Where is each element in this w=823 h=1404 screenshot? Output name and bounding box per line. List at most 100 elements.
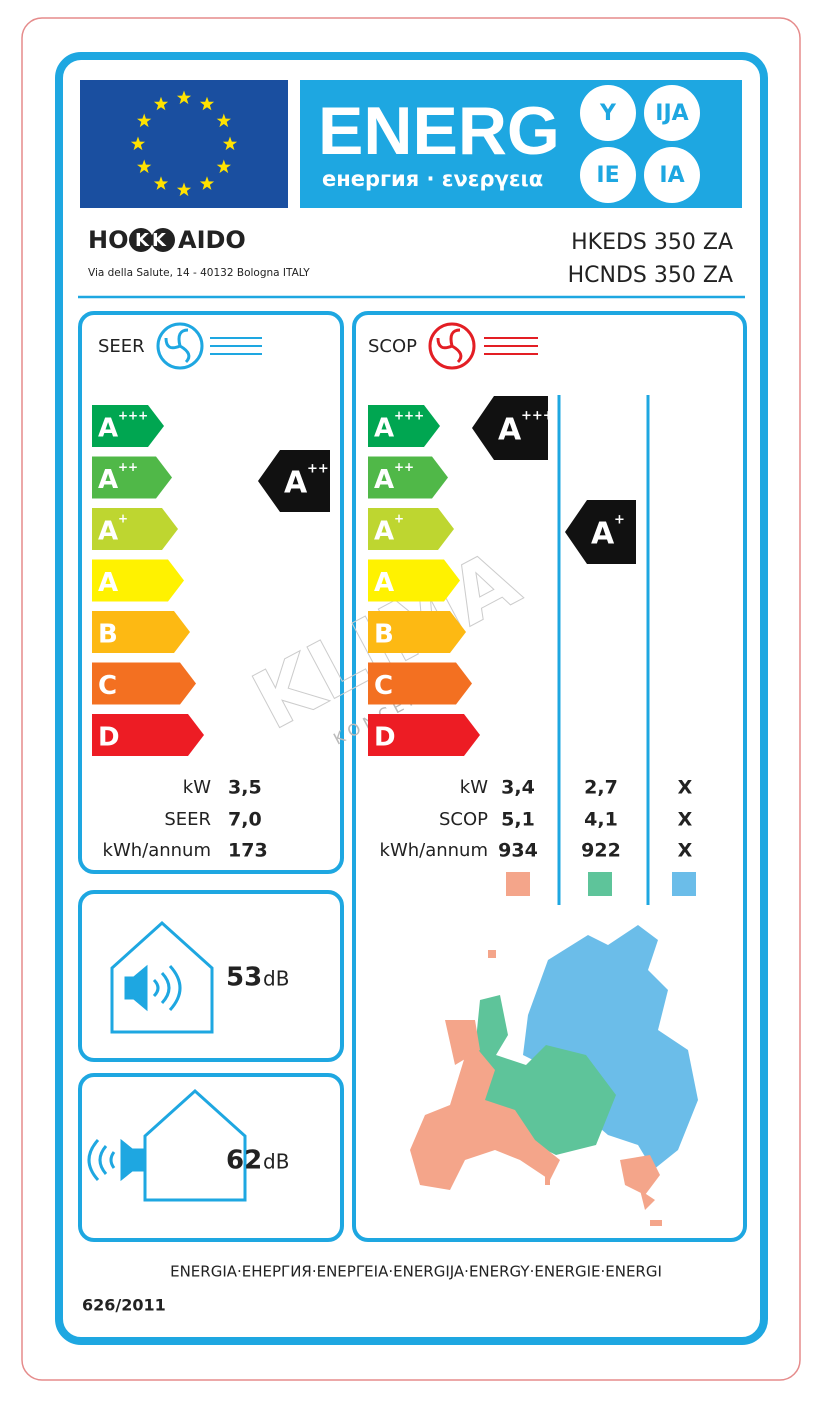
regulation: 626/2011 <box>82 1296 166 1315</box>
rating-arrow <box>472 396 548 460</box>
class-arrow <box>92 611 190 653</box>
brand-dot <box>151 228 175 252</box>
shape <box>436 328 463 364</box>
star <box>199 176 215 190</box>
suffix-circle <box>580 147 636 203</box>
class-plus: +++ <box>394 409 424 423</box>
class-arrow <box>92 456 172 499</box>
star <box>153 176 169 190</box>
star <box>176 90 192 105</box>
class-plus: + <box>394 512 404 526</box>
fan-cool <box>156 322 262 370</box>
row-value: X <box>678 809 693 831</box>
row-label: kW <box>183 777 211 798</box>
star <box>216 113 231 128</box>
class-letter: C <box>98 671 117 701</box>
row-label: kW <box>460 777 488 798</box>
row-value: X <box>678 840 693 862</box>
shape <box>620 1155 662 1226</box>
noise-unit: dB <box>263 967 289 991</box>
rating-arrow <box>258 450 330 512</box>
rating-plus: +++ <box>521 409 554 424</box>
class-letter: B <box>374 620 394 650</box>
row-value: 7,0 <box>228 809 262 831</box>
class-arrow <box>92 508 178 550</box>
row-value: 3,5 <box>228 777 262 799</box>
brand: KK <box>135 230 169 251</box>
heating-label: SCOP <box>368 336 417 357</box>
suffix: Y <box>599 101 617 126</box>
noise-icon <box>87 1088 247 1202</box>
noise-icon <box>110 920 214 1034</box>
shape <box>110 920 214 1034</box>
row-value: 922 <box>581 840 621 862</box>
row-value: 4,1 <box>584 809 618 831</box>
class-letter: A <box>98 517 118 547</box>
shape <box>143 1088 247 1202</box>
class-letter: A <box>374 414 394 444</box>
class-letter: D <box>98 723 120 753</box>
stars <box>130 90 238 197</box>
shape <box>484 337 538 355</box>
suffix-circle <box>580 85 636 141</box>
suffix: IJA <box>655 101 688 126</box>
row-value: 934 <box>498 840 538 862</box>
shape <box>124 964 148 1012</box>
star <box>137 113 152 128</box>
star <box>222 136 238 151</box>
climate-warmer <box>506 872 530 896</box>
noise-unit: dB <box>263 1150 289 1174</box>
shape <box>120 1138 144 1182</box>
row-value: 2,7 <box>584 777 618 799</box>
cooling-label: SEER <box>98 336 145 357</box>
star <box>153 96 169 111</box>
brand: HO <box>88 226 129 254</box>
class-letter: A <box>98 414 118 444</box>
class-arrow <box>368 405 440 447</box>
class-plus: +++ <box>118 409 148 423</box>
class-arrow <box>92 662 196 705</box>
climate-average <box>588 872 612 896</box>
europe-map <box>410 925 698 1226</box>
class-arrow <box>368 714 480 756</box>
class-letter: A <box>374 465 394 495</box>
row-value: 3,4 <box>501 777 535 799</box>
shape <box>152 964 182 1012</box>
star <box>176 182 192 197</box>
rating-letter: A <box>498 413 522 448</box>
noise-panel <box>78 1073 344 1242</box>
rating-letter: A <box>591 517 615 552</box>
rating-letter: A <box>284 466 308 501</box>
star <box>216 159 231 174</box>
energy-word: ENERG <box>318 93 560 169</box>
class-letter: B <box>98 620 118 650</box>
class-letter: A <box>374 568 394 598</box>
shape <box>410 1020 560 1190</box>
row-label: SEER <box>164 809 211 830</box>
row-label: kWh/annum <box>103 840 211 861</box>
class-plus: + <box>118 512 128 526</box>
shape <box>87 1138 116 1182</box>
class-arrow <box>368 456 448 499</box>
rating-plus: + <box>614 513 625 528</box>
class-arrow <box>368 611 466 653</box>
rating-arrow <box>565 500 636 564</box>
class-arrow <box>368 508 454 550</box>
class-letter: A <box>98 465 118 495</box>
model: HKEDS 350 ZA <box>571 230 733 255</box>
star <box>199 96 215 111</box>
class-arrow <box>92 405 164 447</box>
suffix: IA <box>659 163 684 188</box>
address: Via della Salute, 14 - 40132 Bologna ITA… <box>88 267 310 279</box>
suffix-circle <box>644 85 700 141</box>
shape <box>523 925 698 1170</box>
suffix: IE <box>596 163 619 188</box>
climate-colder <box>672 872 696 896</box>
class-plus: ++ <box>394 460 414 474</box>
model: HCNDS 350 ZA <box>568 263 733 288</box>
fan-heat <box>428 322 538 370</box>
row-value: 173 <box>228 840 268 862</box>
class-letter: C <box>374 671 393 701</box>
